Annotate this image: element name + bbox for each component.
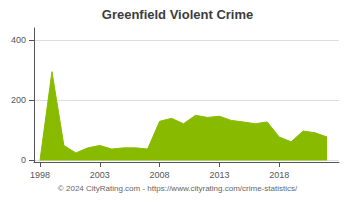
svg-text:400: 400 bbox=[11, 35, 26, 45]
svg-text:200: 200 bbox=[11, 95, 26, 105]
svg-text:2008: 2008 bbox=[150, 170, 170, 180]
svg-text:0: 0 bbox=[21, 155, 26, 165]
svg-text:2013: 2013 bbox=[209, 170, 229, 180]
svg-text:Greenfield Violent Crime: Greenfield Violent Crime bbox=[102, 7, 253, 22]
svg-text:© 2024 CityRating.com - https:: © 2024 CityRating.com - https://www.city… bbox=[58, 184, 298, 193]
svg-text:1998: 1998 bbox=[30, 170, 50, 180]
svg-text:2018: 2018 bbox=[269, 170, 289, 180]
svg-text:2003: 2003 bbox=[90, 170, 110, 180]
